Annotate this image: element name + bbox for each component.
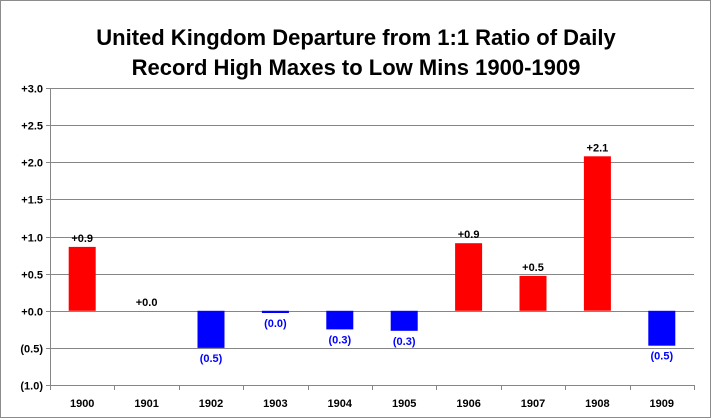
bar-1906 bbox=[455, 243, 483, 311]
data-label-1903: (0.0) bbox=[264, 318, 287, 330]
chart-title: United Kingdom Departure from 1:1 Ratio … bbox=[41, 23, 671, 83]
x-tick-label-1908: 1908 bbox=[585, 398, 609, 410]
data-label-1904: (0.3) bbox=[328, 334, 351, 346]
y-tick-label: +2.5 bbox=[21, 121, 43, 133]
x-tick-label-1902: 1902 bbox=[199, 398, 223, 410]
bar-1905 bbox=[390, 310, 418, 331]
x-tick-label-1904: 1904 bbox=[328, 398, 353, 410]
chart-title-line-2: Record High Maxes to Low Mins 1900-1909 bbox=[131, 55, 581, 80]
data-label-1909: (0.5) bbox=[650, 351, 673, 363]
x-tick-label-1905: 1905 bbox=[392, 398, 416, 410]
data-label-1905: (0.3) bbox=[393, 336, 416, 348]
x-tick-label-1900: 1900 bbox=[70, 398, 94, 410]
data-label-1902: (0.5) bbox=[200, 353, 223, 365]
y-tick-label: +3.0 bbox=[21, 84, 43, 96]
bar-1900 bbox=[68, 246, 96, 311]
bar-1908 bbox=[583, 156, 611, 311]
data-label-1907: +0.5 bbox=[522, 262, 544, 274]
x-tick-label-1909: 1909 bbox=[650, 398, 674, 410]
y-tick-label: +2.0 bbox=[21, 158, 43, 170]
y-tick-label: +0.5 bbox=[21, 270, 43, 282]
data-label-1901: +0.0 bbox=[136, 297, 158, 309]
data-label-1906: +0.9 bbox=[458, 229, 480, 241]
data-label-1900: +0.9 bbox=[71, 233, 93, 245]
bar-1904 bbox=[326, 310, 354, 330]
bar-1907 bbox=[519, 275, 547, 311]
data-label-1908: +2.1 bbox=[587, 142, 609, 154]
x-tick-label-1907: 1907 bbox=[521, 398, 545, 410]
y-tick-label: (0.5) bbox=[20, 344, 43, 356]
y-tick-label: (1.0) bbox=[20, 381, 43, 393]
x-tick-label-1903: 1903 bbox=[263, 398, 287, 410]
bar-1902 bbox=[197, 310, 225, 348]
chart-title-line-1: United Kingdom Departure from 1:1 Ratio … bbox=[96, 25, 616, 50]
x-tick-label-1901: 1901 bbox=[134, 398, 158, 410]
y-tick-label: +1.0 bbox=[21, 233, 43, 245]
y-tick-label: +1.5 bbox=[21, 195, 43, 207]
x-tick-label-1906: 1906 bbox=[456, 398, 480, 410]
y-tick-label: +0.0 bbox=[21, 307, 43, 319]
bar-1903 bbox=[261, 310, 289, 313]
bar-1909 bbox=[648, 310, 676, 346]
